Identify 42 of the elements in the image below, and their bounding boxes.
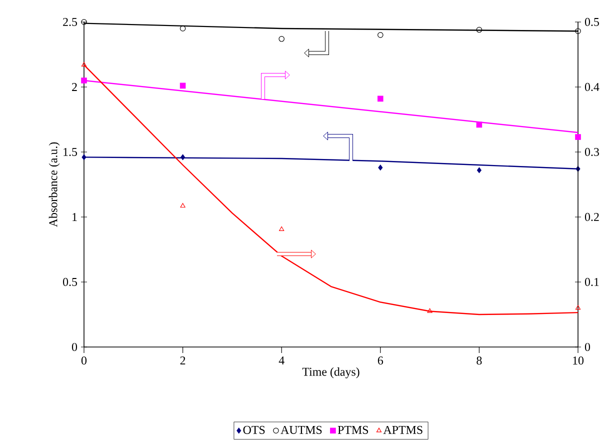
x-tick-label: 2 — [180, 356, 186, 364]
point — [476, 167, 482, 174]
x-axis-title: Time (days) — [302, 367, 360, 378]
point — [180, 82, 186, 89]
point — [378, 164, 383, 170]
legend-label: APTMS — [383, 426, 422, 434]
point — [476, 26, 482, 33]
point — [279, 226, 284, 231]
y-tick-label: 1 — [72, 213, 77, 221]
point — [180, 26, 186, 32]
y2-tick-label: 0.5 — [584, 18, 599, 26]
y-tick-label: 0 — [72, 342, 78, 352]
y2-tick-label: 0 — [584, 342, 590, 352]
point — [278, 36, 284, 42]
point — [476, 122, 482, 128]
y-tick-label: 1.5 — [64, 148, 78, 156]
point — [378, 96, 384, 102]
y2-tick-label: 0.1 — [584, 278, 599, 286]
y2-tick-label: 0.2 — [584, 212, 599, 222]
point — [180, 154, 186, 160]
x-tick-label: 10 — [573, 356, 584, 365]
y-tick-label: 2 — [72, 83, 77, 91]
legend-label: OTS — [243, 426, 265, 434]
y-axis-title: Absorbance (a.u.) — [48, 142, 60, 228]
y2-tick-label: 0.3 — [584, 148, 599, 156]
point — [378, 32, 384, 38]
legend-label: PTMS — [338, 426, 368, 434]
point — [575, 305, 581, 310]
point — [82, 154, 86, 160]
x-tick-label: 0 — [81, 356, 87, 365]
point — [575, 134, 581, 140]
y-tick-label: 2.5 — [63, 18, 78, 26]
line-series — [83, 64, 579, 316]
y2-tick-label: 0.4 — [584, 82, 600, 92]
point — [427, 308, 432, 313]
x-tick-label: 6 — [378, 356, 384, 365]
x-tick-label: 4 — [278, 356, 284, 364]
x-tick-label: 8 — [476, 356, 482, 365]
legend-label: AUTMS — [280, 426, 322, 434]
y-tick-label: 0.5 — [63, 278, 78, 286]
point — [180, 203, 186, 208]
point — [81, 78, 87, 84]
